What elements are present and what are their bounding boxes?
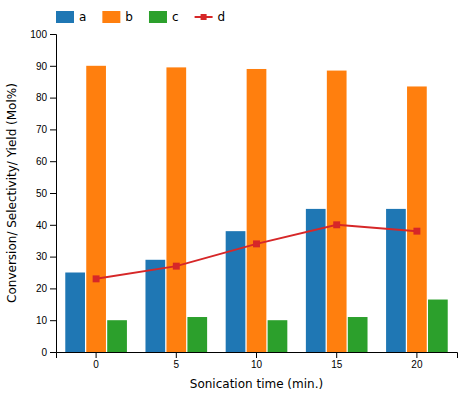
tick-label: 80 xyxy=(36,92,48,103)
bar xyxy=(327,71,347,352)
tick: 10 xyxy=(251,352,263,370)
tick-mark xyxy=(416,352,417,358)
bar xyxy=(428,300,448,352)
tick-mark xyxy=(96,352,97,358)
tick-label: 5 xyxy=(174,359,180,370)
tick-mark xyxy=(50,129,56,130)
tick: 60 xyxy=(36,156,56,167)
tick-mark xyxy=(50,66,56,67)
legend-item: a xyxy=(56,10,86,24)
tick: 20 xyxy=(36,283,56,294)
legend-item: b xyxy=(102,10,133,24)
x-axis-title: Sonication time (min.) xyxy=(190,377,323,391)
tick: 70 xyxy=(36,124,56,135)
tick: 15 xyxy=(331,352,343,370)
tick-mark xyxy=(50,257,56,258)
legend-item: c xyxy=(149,10,179,24)
tick: 30 xyxy=(36,251,56,262)
legend-label: d xyxy=(218,10,226,24)
marks xyxy=(65,66,447,352)
y-axis-title: Conversion/ Selectivity/ Yield (Mol%) xyxy=(5,83,19,303)
bar xyxy=(166,67,186,352)
marker xyxy=(173,263,180,270)
axis-line xyxy=(50,35,57,353)
tick: 100 xyxy=(30,29,56,40)
tick: 20 xyxy=(411,352,423,370)
tick-mark xyxy=(336,352,337,358)
tick-mark xyxy=(50,161,56,162)
axis-line xyxy=(57,353,458,359)
legend-swatch xyxy=(56,11,74,23)
tick: 10 xyxy=(36,315,56,326)
bar xyxy=(348,317,368,352)
bar xyxy=(145,260,165,352)
bar xyxy=(407,86,427,352)
bar xyxy=(268,320,288,352)
tick-mark xyxy=(176,352,177,358)
legend-label: a xyxy=(79,10,86,24)
tick-mark xyxy=(50,320,56,321)
tick-mark xyxy=(256,352,257,358)
legend-label: c xyxy=(172,10,179,24)
tick: 80 xyxy=(36,92,56,103)
tick: 0 xyxy=(93,352,99,370)
tick-mark xyxy=(50,225,56,226)
bar xyxy=(247,69,267,352)
bar xyxy=(86,66,106,352)
tick-label: 100 xyxy=(30,29,47,40)
tick-label: 0 xyxy=(41,347,47,358)
line xyxy=(96,225,417,279)
chart: 0 5 10 15 20 0 10 20 30 40 50 60 70 80 90 100 Sonication… xyxy=(0,0,473,398)
plot: 0 5 10 15 20 0 10 20 30 40 50 60 70 80 90 100 Sonication… xyxy=(5,29,458,391)
bar-series xyxy=(65,209,406,352)
legend-swatch xyxy=(201,14,207,20)
bar-series xyxy=(86,66,427,352)
tick: 90 xyxy=(36,61,56,72)
tick-label: 50 xyxy=(36,188,48,199)
bar xyxy=(65,273,85,353)
tick-label: 10 xyxy=(251,359,263,370)
tick-label: 20 xyxy=(411,359,423,370)
tick-label: 40 xyxy=(36,220,48,231)
tick-label: 20 xyxy=(36,283,48,294)
legend-item: d xyxy=(195,10,226,24)
tick-label: 0 xyxy=(93,359,99,370)
legend: a b c d xyxy=(56,10,225,24)
tick: 5 xyxy=(174,352,180,370)
tick: 0 xyxy=(41,347,56,358)
tick-mark xyxy=(50,288,56,289)
marker xyxy=(333,221,340,228)
legend-label: b xyxy=(125,10,133,24)
tick: 50 xyxy=(36,188,56,199)
tick-mark xyxy=(50,98,56,99)
bar-series xyxy=(107,300,448,352)
y-axis: 0 10 20 30 40 50 60 70 80 90 100 xyxy=(30,29,56,358)
marker xyxy=(93,275,100,282)
tick-mark xyxy=(50,34,56,35)
tick-mark xyxy=(50,352,56,353)
bar xyxy=(187,317,207,352)
marker xyxy=(253,240,260,247)
marker xyxy=(413,228,420,235)
legend-swatch xyxy=(102,11,120,23)
tick-label: 30 xyxy=(36,251,48,262)
tick-label: 10 xyxy=(36,315,48,326)
tick: 40 xyxy=(36,220,56,231)
tick-label: 90 xyxy=(36,61,48,72)
x-axis: 0 5 10 15 20 xyxy=(57,352,458,370)
tick-label: 60 xyxy=(36,156,48,167)
tick-label: 15 xyxy=(331,359,343,370)
tick-label: 70 xyxy=(36,124,48,135)
legend-swatch xyxy=(149,11,167,23)
tick-mark xyxy=(50,193,56,194)
bar xyxy=(107,320,127,352)
